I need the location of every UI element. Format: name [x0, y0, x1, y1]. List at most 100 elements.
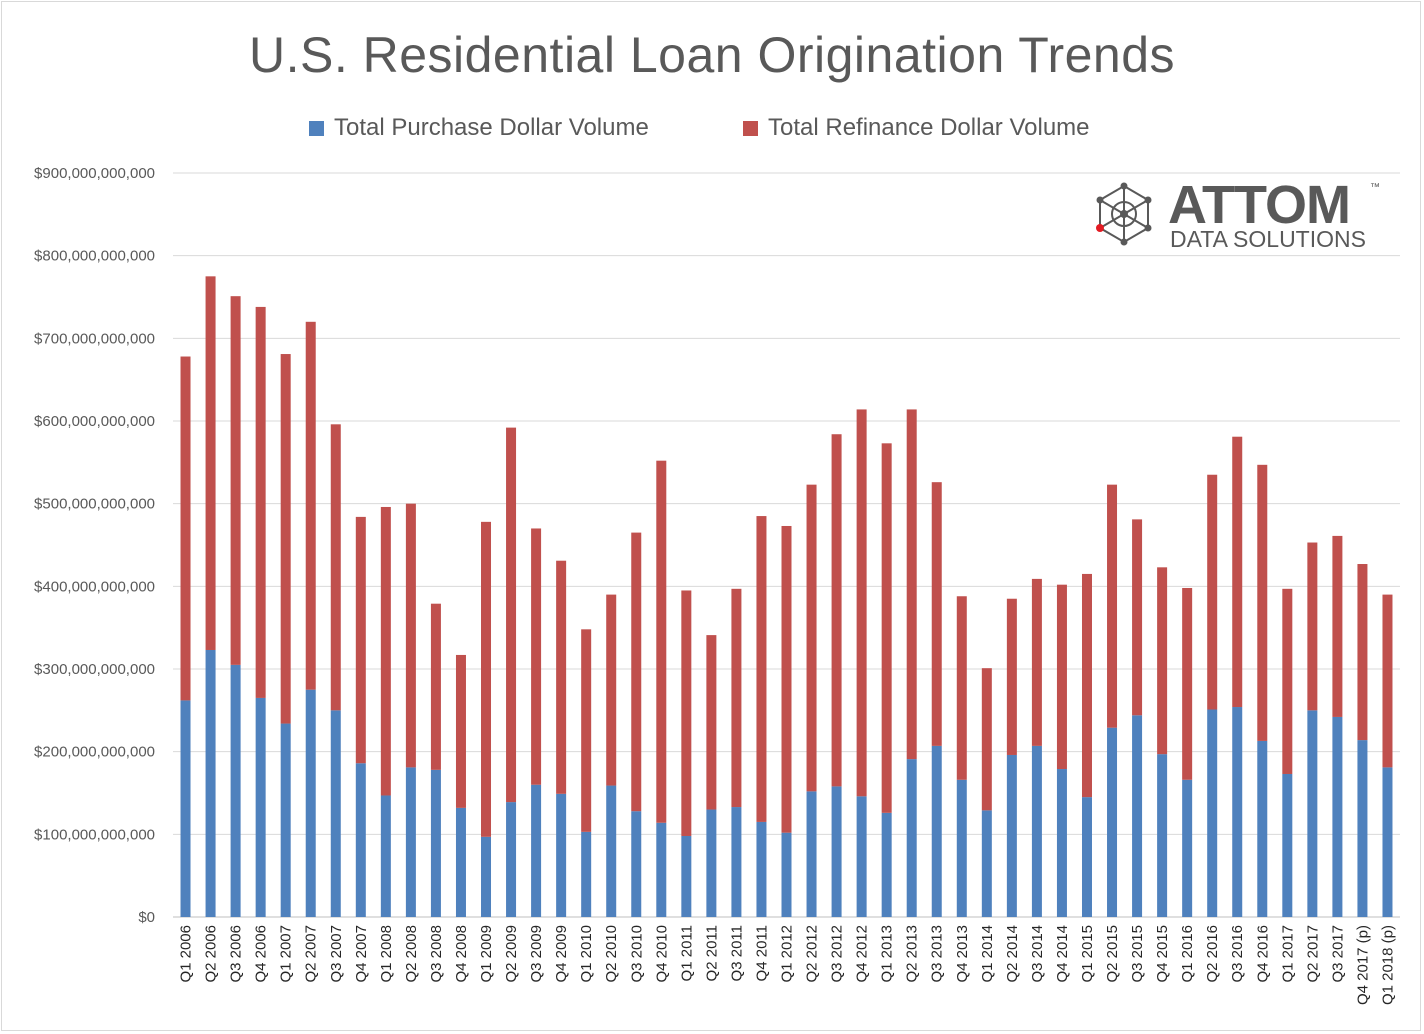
x-tick-label: Q3 2010: [628, 925, 645, 983]
bar-refinance: [531, 528, 542, 785]
y-tick-label: $300,000,000,000: [34, 661, 155, 678]
x-tick-label: Q4 2011: [753, 925, 770, 981]
x-tick-label: Q4 2010: [653, 925, 670, 983]
legend: Total Purchase Dollar Volume Total Refin…: [0, 112, 1424, 144]
x-tick-label: Q4 2017 (p): [1354, 925, 1371, 1005]
x-tick-label: Q4 2008: [453, 925, 470, 983]
y-tick-label: $0: [138, 909, 155, 926]
bar-purchase: [931, 745, 942, 917]
y-tick-label: $800,000,000,000: [34, 248, 155, 265]
y-tick-label: $600,000,000,000: [34, 413, 155, 430]
bar-refinance: [1307, 542, 1318, 711]
legend-swatch-purchase: [309, 120, 324, 136]
x-tick-label: Q3 2013: [929, 925, 946, 983]
x-tick-label: Q3 2012: [829, 925, 846, 983]
x-tick-label: Q3 2016: [1229, 925, 1246, 983]
bar-purchase: [956, 779, 967, 917]
x-tick-label: Q1 2009: [478, 925, 495, 983]
x-tick-label: Q2 2016: [1204, 925, 1221, 983]
x-tick-label: Q1 2011: [678, 925, 695, 981]
bar-purchase: [430, 769, 441, 917]
legend-swatch-refinance: [743, 120, 758, 136]
chart-title: U.S. Residential Loan Origination Trends: [248, 27, 1176, 83]
bar-purchase: [355, 763, 366, 917]
bar-refinance: [656, 460, 667, 823]
bar-purchase: [481, 836, 492, 917]
x-tick-label: Q1 2016: [1179, 925, 1196, 983]
legend-label-purchase: Total Purchase Dollar Volume: [334, 114, 649, 141]
bar-purchase: [330, 710, 341, 917]
bar-purchase: [856, 796, 867, 917]
bar-purchase: [681, 835, 692, 917]
legend-item-refinance: Total Refinance Dollar Volume: [743, 112, 1090, 144]
x-tick-label: Q2 2009: [503, 925, 520, 983]
bar-purchase: [305, 689, 316, 917]
bar-refinance: [1232, 436, 1243, 708]
bar-refinance: [581, 629, 592, 832]
bar-purchase: [706, 809, 717, 917]
x-tick-label: Q3 2008: [428, 925, 445, 983]
bar-purchase: [255, 697, 266, 917]
bar-refinance: [856, 409, 867, 797]
x-tick-label: Q2 2011: [703, 925, 720, 981]
bar-refinance: [205, 276, 216, 650]
bar-purchase: [531, 784, 542, 917]
x-tick-label: Q3 2011: [728, 925, 745, 981]
bar-purchase: [1282, 773, 1293, 917]
bar-purchase: [1207, 709, 1218, 917]
bar-refinance: [1207, 474, 1218, 710]
bar-refinance: [1132, 519, 1143, 716]
bar-refinance: [255, 306, 266, 698]
bar-refinance: [1282, 588, 1293, 774]
x-tick-label: Q1 2013: [879, 925, 896, 983]
bar-refinance: [681, 590, 692, 836]
bar-purchase: [1307, 710, 1318, 917]
bar-refinance: [1257, 464, 1268, 741]
bar-refinance: [831, 434, 842, 787]
y-tick-label: $200,000,000,000: [34, 744, 155, 761]
bar-purchase: [831, 786, 842, 917]
bar-purchase: [631, 811, 642, 917]
x-tick-label: Q4 2014: [1054, 925, 1071, 983]
bar-purchase: [731, 807, 742, 917]
bar-refinance: [1107, 484, 1118, 728]
bar-refinance: [230, 296, 241, 665]
bar-purchase: [606, 785, 617, 917]
bar-purchase: [506, 802, 517, 917]
y-tick-label: $500,000,000,000: [34, 496, 155, 513]
bar-refinance: [1332, 535, 1343, 717]
x-tick-label: Q1 2012: [779, 925, 796, 983]
x-tick-label: Q2 2012: [804, 925, 821, 983]
y-tick-label: $400,000,000,000: [34, 578, 155, 595]
y-tick-label: $700,000,000,000: [34, 330, 155, 347]
bar-refinance: [806, 484, 817, 792]
bar-refinance: [731, 588, 742, 808]
x-tick-label: Q3 2007: [328, 925, 345, 983]
bar-purchase: [1157, 754, 1168, 917]
bar-purchase: [556, 793, 567, 917]
bar-purchase: [1031, 745, 1042, 917]
bar-purchase: [881, 812, 892, 917]
x-tick-label: Q4 2013: [954, 925, 971, 983]
x-tick-label: Q4 2015: [1154, 925, 1171, 983]
bar-purchase: [455, 807, 466, 917]
bar-refinance: [380, 506, 391, 796]
x-tick-label: Q3 2006: [228, 925, 245, 983]
bar-purchase: [405, 767, 416, 917]
y-tick-label: $100,000,000,000: [34, 826, 155, 843]
bar-refinance: [781, 525, 792, 833]
bar-purchase: [906, 759, 917, 917]
x-tick-label: Q1 2007: [278, 925, 295, 983]
bar-purchase: [1056, 769, 1067, 917]
bar-refinance: [931, 482, 942, 746]
logo-trademark: ™: [1370, 182, 1380, 193]
bar-purchase: [1232, 707, 1243, 917]
bar-refinance: [355, 516, 366, 764]
x-tick-label: Q2 2014: [1004, 925, 1021, 983]
x-tick-label: Q4 2016: [1254, 925, 1271, 983]
x-tick-label: Q3 2015: [1129, 925, 1146, 983]
x-tick-label: Q1 2010: [578, 925, 595, 983]
x-tick-label: Q2 2006: [203, 925, 220, 983]
bar-purchase: [1081, 797, 1092, 917]
